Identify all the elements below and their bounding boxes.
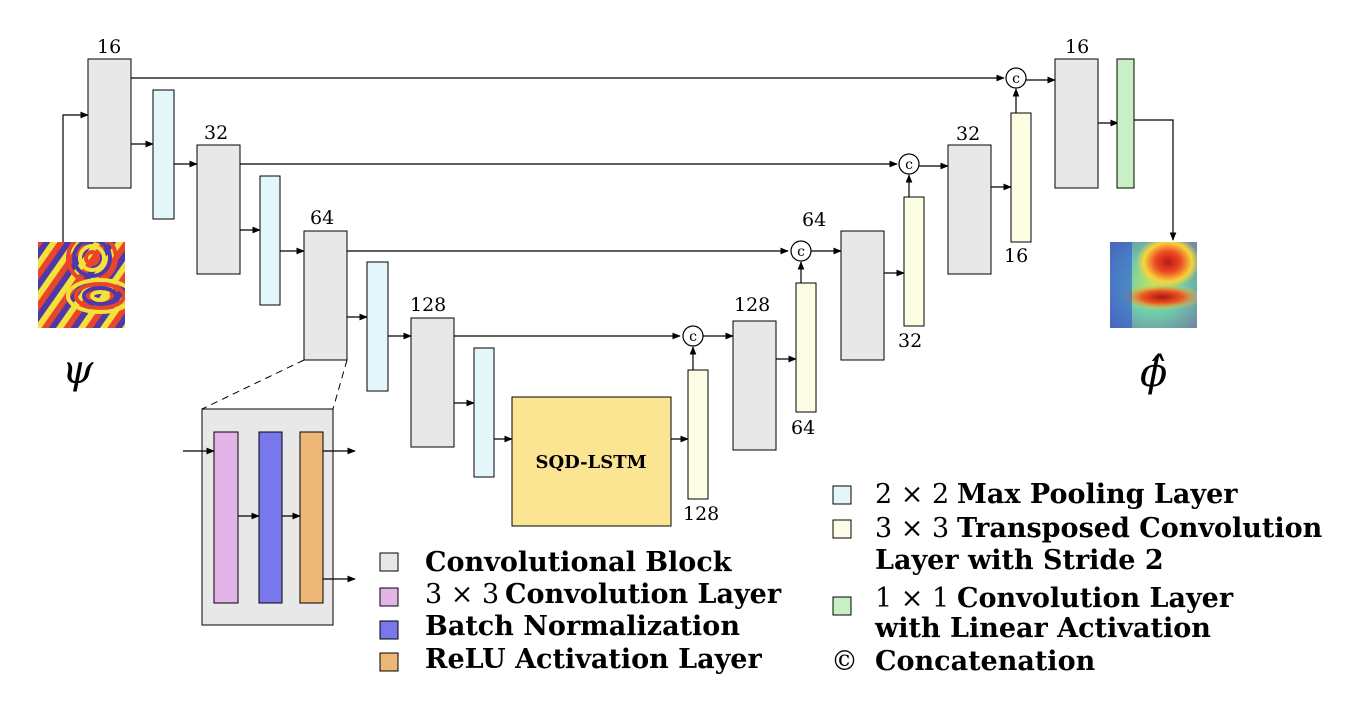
decoder-conv1-channels: 128 — [734, 294, 770, 316]
decoder-conv2-channels: 64 — [802, 209, 826, 231]
legend-left: Convolutional Block 3 × 3 Convolution La… — [379, 547, 782, 675]
decoder-up2-channels: 64 — [791, 417, 815, 439]
input-arrow — [62, 111, 89, 242]
legend-1x1-line1: Convolution Layer — [957, 583, 1234, 614]
concat-node-4-label: c — [1012, 71, 1020, 87]
legend-conv-block: Convolutional Block — [425, 547, 733, 578]
legend-batch-norm: Batch Normalization — [425, 611, 740, 642]
legend-concat: Concatenation — [875, 646, 1096, 677]
encoder-conv-block-2 — [196, 144, 241, 275]
output-symbol: ϕ̂ — [1140, 350, 1167, 396]
encoder-maxpool-1 — [152, 89, 175, 220]
concat-node-4 — [1005, 67, 1027, 89]
concat-node-3 — [898, 153, 920, 175]
sqd-lstm-block — [511, 396, 672, 527]
decoder-conv-block-2 — [840, 230, 885, 361]
encoder-maxpool-4 — [473, 347, 495, 478]
decoder-transposed-conv-1 — [687, 369, 709, 500]
decoder-up4-channels: 16 — [1004, 245, 1028, 267]
encoder-conv-block-4 — [410, 317, 455, 448]
decoder-up3-channels: 32 — [898, 330, 922, 352]
decoder-conv-block-1 — [732, 320, 777, 451]
decoder-conv4-channels: 16 — [1065, 36, 1089, 58]
encoder-maxpool-2 — [259, 175, 281, 306]
legend-transposed-conv-line2: Layer with Stride 2 — [875, 545, 1164, 576]
sqd-lstm-label: SQD-LSTM — [535, 452, 646, 473]
legend-conv-layer: Convolution Layer — [505, 579, 782, 610]
output-arrow — [1134, 119, 1177, 241]
legend-conv-layer-dim: 3 × 3 — [425, 579, 499, 610]
concat-node-1-label: c — [689, 329, 697, 345]
output-unwrapped-phase-image — [1110, 242, 1197, 328]
detail-conv-layer — [213, 431, 239, 604]
decoder-conv-block-4 — [1054, 58, 1099, 189]
legend-swatch-max-pool — [832, 485, 852, 505]
detail-relu — [299, 431, 324, 604]
legend-max-pool-dim: 2 × 2 — [875, 479, 949, 510]
final-1x1-conv — [1116, 58, 1135, 189]
decoder-conv3-channels: 32 — [956, 123, 980, 145]
legend-max-pool: Max Pooling Layer — [957, 479, 1238, 510]
decoder-conv-block-3 — [947, 144, 992, 275]
encoder-maxpool-3 — [366, 261, 389, 392]
decoder-transposed-conv-4 — [1010, 112, 1032, 243]
encoder-conv4-channels: 128 — [410, 294, 446, 316]
legend-transposed-conv-line1: Transposed Convolution — [957, 513, 1323, 544]
legend-swatch-conv-layer — [379, 587, 399, 607]
encoder-conv1-channels: 16 — [97, 36, 121, 58]
encoder-conv2-channels: 32 — [204, 122, 228, 144]
legend-swatch-conv-block — [379, 552, 399, 572]
input-wrapped-phase-image — [38, 242, 125, 328]
encoder-conv-block-3 — [303, 230, 348, 361]
decoder-up1-channels: 128 — [683, 503, 719, 525]
legend-concat-mark: © — [831, 646, 858, 677]
decoder-transposed-conv-3 — [903, 196, 925, 327]
legend-swatch-relu — [379, 652, 399, 672]
concat-node-3-label: c — [905, 157, 913, 173]
legend-swatch-1x1-conv — [832, 596, 852, 616]
concat-node-2-label: c — [797, 244, 805, 260]
decoder-transposed-conv-2 — [795, 282, 817, 413]
encoder-conv3-channels: 64 — [310, 207, 334, 229]
input-symbol: ψ — [62, 347, 94, 393]
legend-swatch-batch-norm — [379, 620, 399, 640]
legend-swatch-transposed-conv — [832, 519, 852, 539]
legend-right: 2 × 2 Max Pooling Layer 3 × 3 Transposed… — [831, 479, 1323, 677]
zoom-line-left — [201, 359, 305, 410]
legend-1x1-dim: 1 × 1 — [875, 583, 949, 614]
detail-batch-norm — [258, 431, 283, 604]
legend-1x1-line2: with Linear Activation — [874, 613, 1211, 644]
legend-relu: ReLU Activation Layer — [425, 644, 762, 675]
zoom-line-right — [332, 359, 348, 410]
legend-transposed-conv-dim: 3 × 3 — [875, 513, 949, 544]
encoder-conv-block-1 — [87, 58, 132, 189]
